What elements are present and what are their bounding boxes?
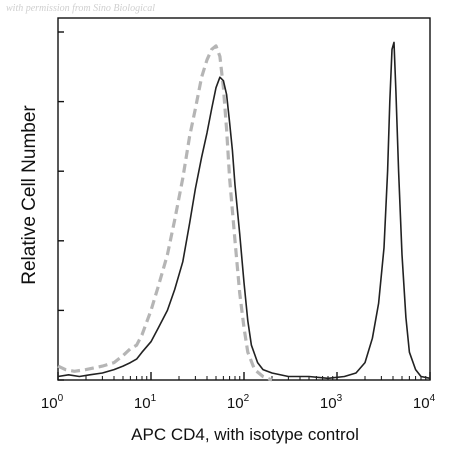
x-axis-label: APC CD4, with isotype control [131, 425, 359, 444]
x-tick-label-1: 101 [134, 393, 157, 412]
isotype-control-line [57, 44, 273, 382]
y-axis-ticks [58, 31, 64, 381]
x-tick-label-4: 104 [413, 393, 436, 412]
cd4-stained-line [57, 41, 431, 380]
x-tick-label-3: 103 [320, 393, 343, 412]
watermark-text: with permission from Sino Biological [6, 3, 156, 14]
series-group [57, 41, 431, 382]
x-tick-label-0: 100 [41, 393, 64, 412]
x-tick-label-2: 102 [227, 393, 250, 412]
x-axis-ticks: 100 101 102 103 104 [41, 372, 436, 412]
